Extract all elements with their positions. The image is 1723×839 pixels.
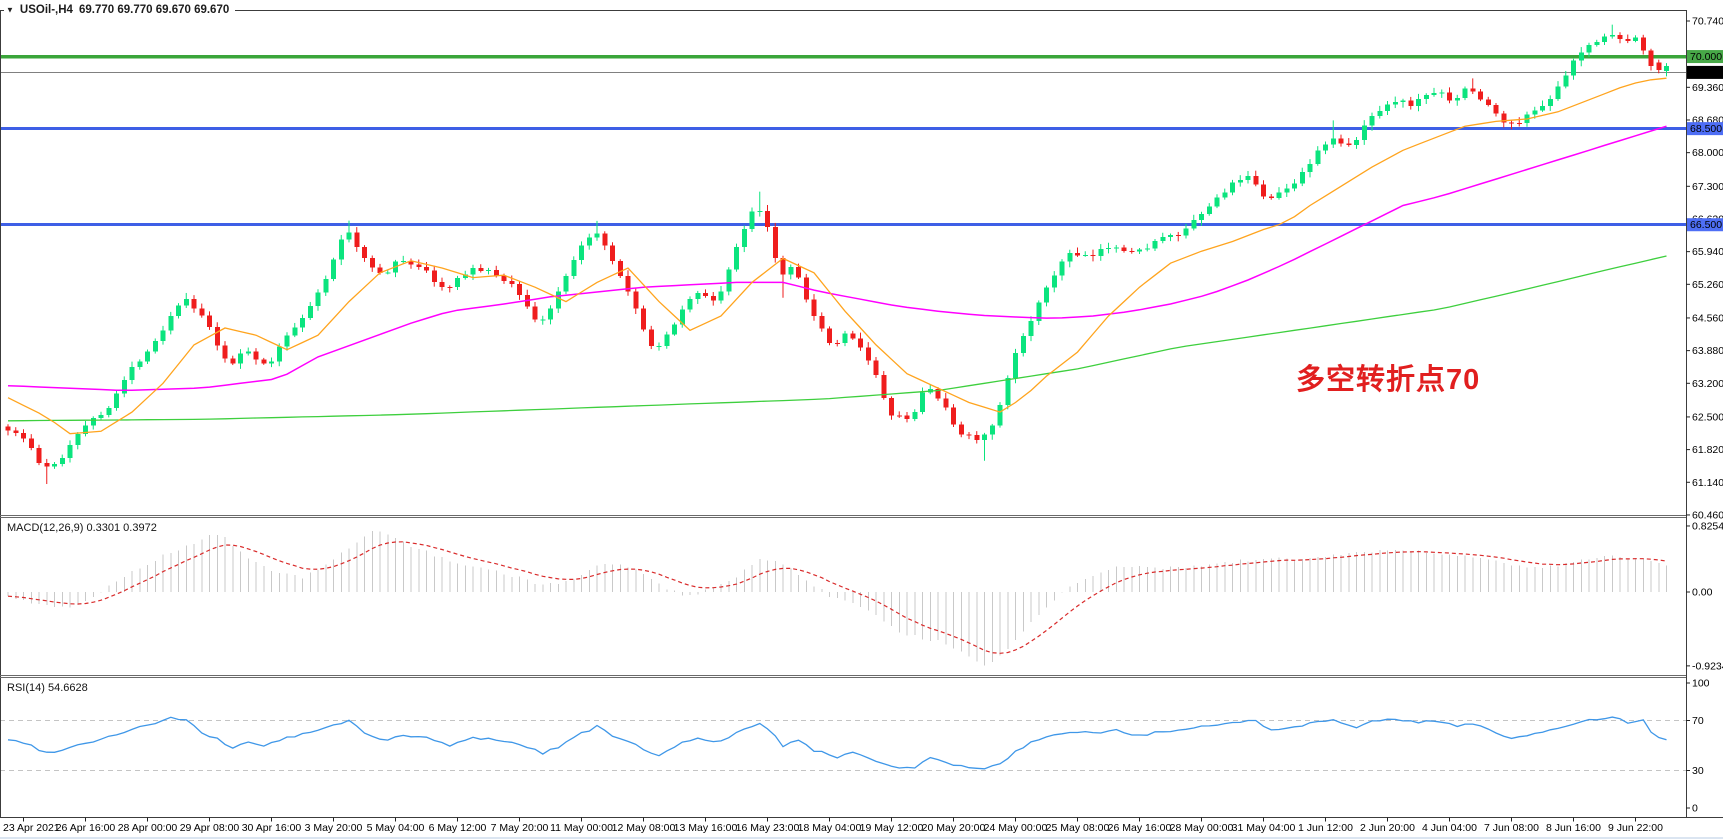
svg-text:30 Apr 16:00: 30 Apr 16:00: [242, 822, 302, 834]
svg-text:0.00: 0.00: [1692, 587, 1713, 599]
ohlc-quote-label: 69.770 69.770 69.670 69.670: [78, 4, 230, 16]
svg-text:70: 70: [1692, 715, 1704, 727]
svg-text:70.000: 70.000: [1690, 51, 1722, 63]
svg-text:8 Jun 16:00: 8 Jun 16:00: [1546, 822, 1601, 834]
price-axis[interactable]: 70.74069.36068.68068.00067.30066.62065.9…: [1686, 16, 1723, 522]
svg-text:100: 100: [1692, 678, 1710, 690]
panel-frames: [0, 10, 1723, 839]
svg-text:26 May 16:00: 26 May 16:00: [1108, 822, 1172, 834]
svg-text:9 Jun 22:00: 9 Jun 22:00: [1608, 822, 1663, 834]
svg-text:70.740: 70.740: [1692, 16, 1723, 28]
symbol-dropdown-icon[interactable]: ▼: [6, 5, 14, 14]
svg-text:31 May 04:00: 31 May 04:00: [1232, 822, 1296, 834]
svg-text:63.880: 63.880: [1692, 345, 1723, 357]
chart-annotation-text: 多空转折点70: [1296, 364, 1481, 396]
svg-text:2 Jun 20:00: 2 Jun 20:00: [1360, 822, 1415, 834]
price-badge-66.500: 66.500: [1687, 218, 1723, 232]
svg-text:5 May 04:00: 5 May 04:00: [367, 822, 425, 834]
svg-text:25 May 08:00: 25 May 08:00: [1046, 822, 1110, 834]
svg-text:69.360: 69.360: [1692, 82, 1723, 94]
svg-text:7 Jun 08:00: 7 Jun 08:00: [1484, 822, 1539, 834]
macd-histogram: [7, 531, 1667, 666]
svg-text:26 Apr 16:00: 26 Apr 16:00: [56, 822, 116, 834]
svg-text:12 May 08:00: 12 May 08:00: [612, 822, 676, 834]
symbol-period-label: USOil-,H4: [19, 4, 73, 16]
chart-title-bar: ▼ USOil-,H4 69.770 69.770 69.670 69.670: [4, 3, 236, 17]
indicator-axes: 0.8254 0.00 -0.9234 100 70 30 0: [1686, 520, 1723, 815]
svg-text:65.940: 65.940: [1692, 246, 1723, 258]
svg-text:63.200: 63.200: [1692, 378, 1723, 390]
svg-text:20 May 20:00: 20 May 20:00: [922, 822, 986, 834]
svg-text:61.140: 61.140: [1692, 477, 1723, 489]
svg-text:28 Apr 00:00: 28 Apr 00:00: [118, 822, 178, 834]
price-badge-68.500: 68.500: [1687, 122, 1723, 135]
svg-text:62.500: 62.500: [1692, 411, 1723, 423]
svg-text:7 May 20:00: 7 May 20:00: [491, 822, 549, 834]
svg-text:65.260: 65.260: [1692, 279, 1723, 291]
svg-text:0: 0: [1692, 803, 1698, 815]
svg-text:-0.9234: -0.9234: [1692, 660, 1723, 672]
price-badge-69.670: 69.670: [1687, 65, 1723, 79]
svg-text:16 May 23:00: 16 May 23:00: [736, 822, 800, 834]
svg-text:3 May 20:00: 3 May 20:00: [305, 822, 363, 834]
svg-text:18 May 04:00: 18 May 04:00: [798, 822, 862, 834]
svg-text:64.560: 64.560: [1692, 312, 1723, 324]
ma-slow-line: [7, 255, 1667, 422]
macd-signal-line: [7, 541, 1667, 654]
svg-text:29 Apr 08:00: 29 Apr 08:00: [180, 822, 240, 834]
ma-mid-line: [7, 125, 1667, 392]
svg-text:69.670: 69.670: [1690, 67, 1722, 79]
svg-text:28 May 00:00: 28 May 00:00: [1170, 822, 1234, 834]
svg-text:23 Apr 2021: 23 Apr 2021: [3, 822, 60, 834]
macd-indicator-label: MACD(12,26,9) 0.3301 0.3972: [7, 522, 157, 534]
price-badge-70.000: 70.000: [1687, 50, 1723, 64]
svg-text:1 Jun 12:00: 1 Jun 12:00: [1298, 822, 1353, 834]
svg-text:19 May 12:00: 19 May 12:00: [860, 822, 924, 834]
svg-text:4 Jun 04:00: 4 Jun 04:00: [1422, 822, 1477, 834]
svg-text:11 May 00:00: 11 May 00:00: [550, 822, 613, 834]
rsi-indicator-label: RSI(14) 54.6628: [7, 682, 88, 694]
svg-text:67.300: 67.300: [1692, 181, 1723, 193]
svg-text:6 May 12:00: 6 May 12:00: [429, 822, 487, 834]
svg-text:68.500: 68.500: [1690, 123, 1722, 135]
svg-text:24 May 00:00: 24 May 00:00: [984, 822, 1048, 834]
horizontal-level-lines: [0, 54, 1686, 227]
svg-text:66.500: 66.500: [1690, 219, 1722, 231]
svg-text:13 May 16:00: 13 May 16:00: [674, 822, 738, 834]
svg-text:0.8254: 0.8254: [1692, 520, 1723, 532]
candle-wicks: [7, 24, 1667, 485]
svg-text:30: 30: [1692, 765, 1704, 777]
candle-bodies: [5, 34, 1669, 467]
svg-text:60.460: 60.460: [1692, 509, 1723, 521]
ma-fast-line: [7, 77, 1667, 435]
rsi-line: [7, 716, 1667, 770]
svg-text:68.000: 68.000: [1692, 147, 1723, 159]
svg-text:61.820: 61.820: [1692, 444, 1723, 456]
